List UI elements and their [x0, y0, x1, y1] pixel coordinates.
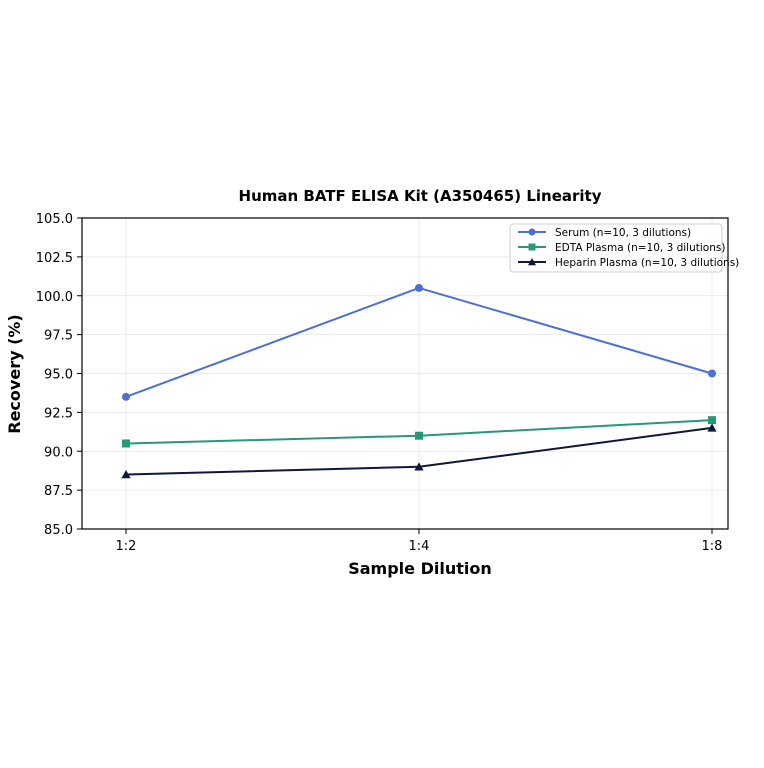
y-tick-label: 102.5 — [36, 251, 73, 266]
y-tick-label: 90.0 — [44, 445, 73, 460]
chart-title: Human BATF ELISA Kit (A350465) Linearity — [239, 187, 602, 205]
legend-marker — [527, 257, 537, 266]
y-tick-label: 105.0 — [36, 212, 73, 227]
data-point — [708, 416, 716, 425]
data-point — [415, 283, 423, 292]
legend-label: Heparin Plasma (n=10, 3 dilutions) — [555, 257, 739, 269]
legend-label: Serum (n=10, 3 dilutions) — [555, 227, 691, 239]
series-2 — [122, 416, 716, 448]
y-tick-label: 100.0 — [36, 290, 73, 305]
y-tick-label: 95.0 — [44, 368, 73, 383]
data-point — [122, 392, 130, 401]
legend-marker — [528, 228, 536, 236]
y-axis-label: Recovery (%) — [5, 314, 24, 433]
axes: 85.0 87.5 90.0 92.5 95.0 97.5 100.0 102.5 105.0 1… — [36, 212, 723, 554]
x-tick-label: 1:2 — [116, 539, 137, 554]
data-point — [707, 423, 717, 432]
data-point — [708, 369, 716, 378]
legend-box — [509, 223, 723, 273]
x-axis-label: Sample Dilution — [348, 559, 492, 578]
data-point — [121, 469, 131, 479]
legend-label: EDTA Plasma (n=10, 3 dilutions) — [555, 242, 725, 254]
data-point — [415, 431, 423, 440]
legend-item: Heparin Plasma (n=10, 3 dilutions) — [518, 257, 739, 269]
y-tick-label: 85.0 — [44, 523, 73, 538]
legend: Serum (n=10, 3 dilutions) EDTA Plasma (n=… — [509, 223, 739, 273]
series-3 — [121, 423, 717, 479]
data-point — [122, 439, 130, 448]
legend-item: EDTA Plasma (n=10, 3 dilutions) — [518, 242, 725, 254]
series-1 — [122, 283, 716, 401]
x-tick-label: 1:8 — [702, 539, 723, 554]
y-tick-label: 97.5 — [44, 329, 73, 344]
data-point — [414, 462, 424, 471]
y-tick-label: 87.5 — [44, 484, 73, 499]
x-tick-label: 1:4 — [409, 539, 430, 554]
y-tick-label: 92.5 — [44, 406, 73, 421]
legend-marker — [528, 243, 536, 251]
legend-item: Serum (n=10, 3 dilutions) — [518, 227, 691, 239]
series-layer — [121, 283, 717, 479]
